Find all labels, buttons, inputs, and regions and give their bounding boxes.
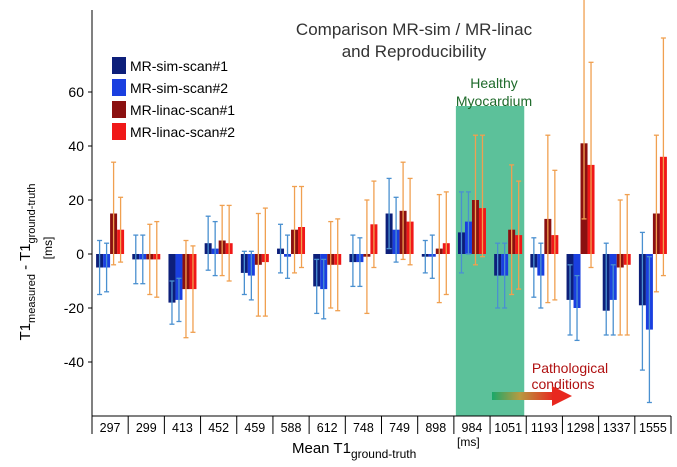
- pathological-label-line2: conditions: [531, 376, 594, 392]
- x-label-main: Mean T1: [292, 440, 351, 457]
- legend-swatch: [112, 79, 126, 96]
- x-axis-label: Mean T1ground-truth: [292, 440, 416, 461]
- pathological-label-line1: Pathological: [532, 360, 608, 376]
- healthy-label-line1: Healthy: [470, 75, 517, 91]
- x-tick-label: 588: [281, 421, 302, 435]
- y-tick-label: -20: [64, 300, 84, 316]
- y-axis-unit: [ms]: [41, 237, 55, 260]
- legend: MR-sim-scan#1 MR-sim-scan#2 MR-linac-scan#…: [112, 57, 235, 140]
- healthy-myocardium-band: [455, 106, 525, 416]
- x-tick-label: 1337: [603, 421, 631, 435]
- x-tick-label: 612: [317, 421, 338, 435]
- x-tick-label: 413: [172, 421, 193, 435]
- error-bar-group: [97, 0, 666, 404]
- x-tick-label: 299: [136, 421, 157, 435]
- x-tick-label: 452: [208, 421, 229, 435]
- x-tick-label: 1555: [639, 421, 667, 435]
- y-tick-label: 20: [68, 192, 84, 208]
- x-tick-label: 984: [462, 421, 483, 435]
- x-tick-label: 1193: [531, 421, 558, 435]
- chart-title-line2: and Reproducibility: [342, 42, 487, 61]
- x-label-sub: ground-truth: [351, 447, 416, 461]
- y-tick-group: -40 -20 0 20 40 60: [64, 84, 92, 370]
- x-tick-label: 748: [353, 421, 374, 435]
- healthy-label-line2: Myocardium: [456, 93, 532, 109]
- bar-group: [96, 143, 667, 330]
- legend-swatch: [112, 123, 126, 140]
- y-axis-label: T1measured - T1ground-truth: [17, 184, 38, 341]
- x-tick-label: 1298: [567, 421, 595, 435]
- x-tick-label: 297: [100, 421, 121, 435]
- legend-swatch: [112, 57, 126, 74]
- y-label-sub2: ground-truth: [26, 184, 38, 244]
- legend-label: MR-sim-scan#1: [130, 58, 228, 74]
- legend-label: MR-linac-scan#2: [130, 124, 235, 140]
- x-axis-unit: [ms]: [457, 435, 480, 449]
- x-tick-label: 459: [244, 421, 265, 435]
- bar: [168, 254, 176, 303]
- legend-label: MR-linac-scan#1: [130, 102, 235, 118]
- x-tick-label-group: 297 299 413 452 459 588 612 748 749 898 984 1051 119…: [91, 416, 672, 435]
- legend-label: MR-sim-scan#2: [130, 80, 228, 96]
- y-tick-label: 40: [68, 138, 84, 154]
- y-label-mid: - T1: [17, 243, 34, 274]
- y-label-main: T1: [17, 323, 34, 341]
- y-label-sub1: measured: [26, 274, 38, 323]
- y-tick-label: 60: [68, 84, 84, 100]
- x-tick-label: 898: [425, 421, 446, 435]
- legend-swatch: [112, 101, 126, 118]
- chart-title-line1: Comparison MR-sim / MR-linac: [296, 20, 533, 39]
- x-tick-label: 749: [389, 421, 410, 435]
- y-tick-label: 0: [76, 246, 84, 262]
- pathological-arrow-icon: [492, 386, 572, 406]
- y-tick-label: -40: [64, 354, 84, 370]
- x-tick-label: 1051: [494, 421, 522, 435]
- bar: [175, 254, 183, 300]
